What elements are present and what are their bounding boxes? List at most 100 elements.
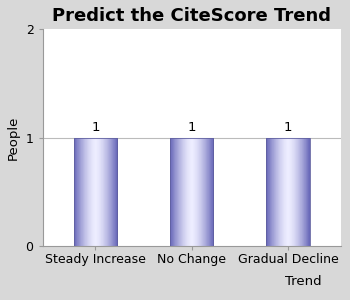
Bar: [195, 138, 196, 246]
Bar: [176, 138, 177, 246]
Bar: [213, 138, 214, 246]
Bar: [110, 138, 111, 246]
Bar: [306, 138, 307, 246]
Bar: [281, 138, 282, 246]
Bar: [273, 138, 274, 246]
Bar: [200, 138, 201, 246]
Bar: [266, 138, 267, 246]
Bar: [88, 138, 89, 246]
Bar: [170, 138, 213, 246]
Bar: [81, 138, 82, 246]
Bar: [290, 138, 291, 246]
Bar: [198, 138, 199, 246]
Bar: [115, 138, 116, 246]
Bar: [309, 138, 310, 246]
Bar: [297, 138, 298, 246]
Bar: [185, 138, 186, 246]
Bar: [116, 138, 117, 246]
Bar: [109, 138, 110, 246]
Bar: [279, 138, 280, 246]
Bar: [174, 138, 175, 246]
Bar: [114, 138, 115, 246]
Bar: [267, 138, 268, 246]
Bar: [107, 138, 108, 246]
Bar: [95, 138, 96, 246]
Bar: [106, 138, 107, 246]
Bar: [87, 138, 88, 246]
Bar: [282, 138, 283, 246]
Bar: [276, 138, 277, 246]
Bar: [211, 138, 212, 246]
Bar: [174, 138, 175, 246]
Bar: [199, 138, 200, 246]
Bar: [100, 138, 101, 246]
Bar: [90, 138, 91, 246]
Bar: [276, 138, 277, 246]
Bar: [105, 138, 106, 246]
Bar: [79, 138, 80, 246]
Bar: [77, 138, 78, 246]
Bar: [202, 138, 203, 246]
Bar: [277, 138, 278, 246]
Bar: [99, 138, 100, 246]
Bar: [302, 138, 303, 246]
Bar: [96, 138, 97, 246]
Bar: [287, 138, 288, 246]
Bar: [285, 138, 286, 246]
Bar: [301, 138, 302, 246]
Bar: [269, 138, 270, 246]
Bar: [203, 138, 204, 246]
Bar: [307, 138, 308, 246]
Bar: [197, 138, 198, 246]
Bar: [94, 138, 95, 246]
Bar: [186, 138, 187, 246]
Bar: [273, 138, 274, 246]
Bar: [210, 138, 211, 246]
Bar: [97, 138, 98, 246]
Bar: [116, 138, 117, 246]
Bar: [115, 138, 116, 246]
Bar: [266, 138, 309, 246]
Bar: [280, 138, 281, 246]
Bar: [175, 138, 176, 246]
Bar: [171, 138, 172, 246]
Bar: [299, 138, 300, 246]
Text: 1: 1: [284, 122, 292, 134]
Text: 1: 1: [91, 122, 100, 134]
Bar: [294, 138, 295, 246]
Bar: [74, 138, 75, 246]
Bar: [88, 138, 89, 246]
Bar: [308, 138, 309, 246]
Bar: [295, 138, 296, 246]
Bar: [86, 138, 87, 246]
Bar: [111, 138, 112, 246]
Text: Trend: Trend: [285, 275, 322, 288]
Bar: [193, 138, 194, 246]
Bar: [272, 138, 273, 246]
Bar: [79, 138, 80, 246]
Bar: [300, 138, 301, 246]
Bar: [189, 138, 190, 246]
Bar: [87, 138, 88, 246]
Bar: [286, 138, 287, 246]
Bar: [207, 138, 208, 246]
Bar: [104, 138, 105, 246]
Bar: [98, 138, 99, 246]
Bar: [97, 138, 98, 246]
Bar: [305, 138, 306, 246]
Bar: [182, 138, 183, 246]
Bar: [93, 138, 94, 246]
Bar: [309, 138, 310, 246]
Bar: [184, 138, 185, 246]
Bar: [293, 138, 294, 246]
Bar: [181, 138, 182, 246]
Bar: [106, 138, 107, 246]
Bar: [296, 138, 297, 246]
Bar: [74, 138, 117, 246]
Bar: [304, 138, 305, 246]
Bar: [84, 138, 85, 246]
Bar: [188, 138, 189, 246]
Bar: [206, 138, 207, 246]
Bar: [272, 138, 273, 246]
Bar: [89, 138, 90, 246]
